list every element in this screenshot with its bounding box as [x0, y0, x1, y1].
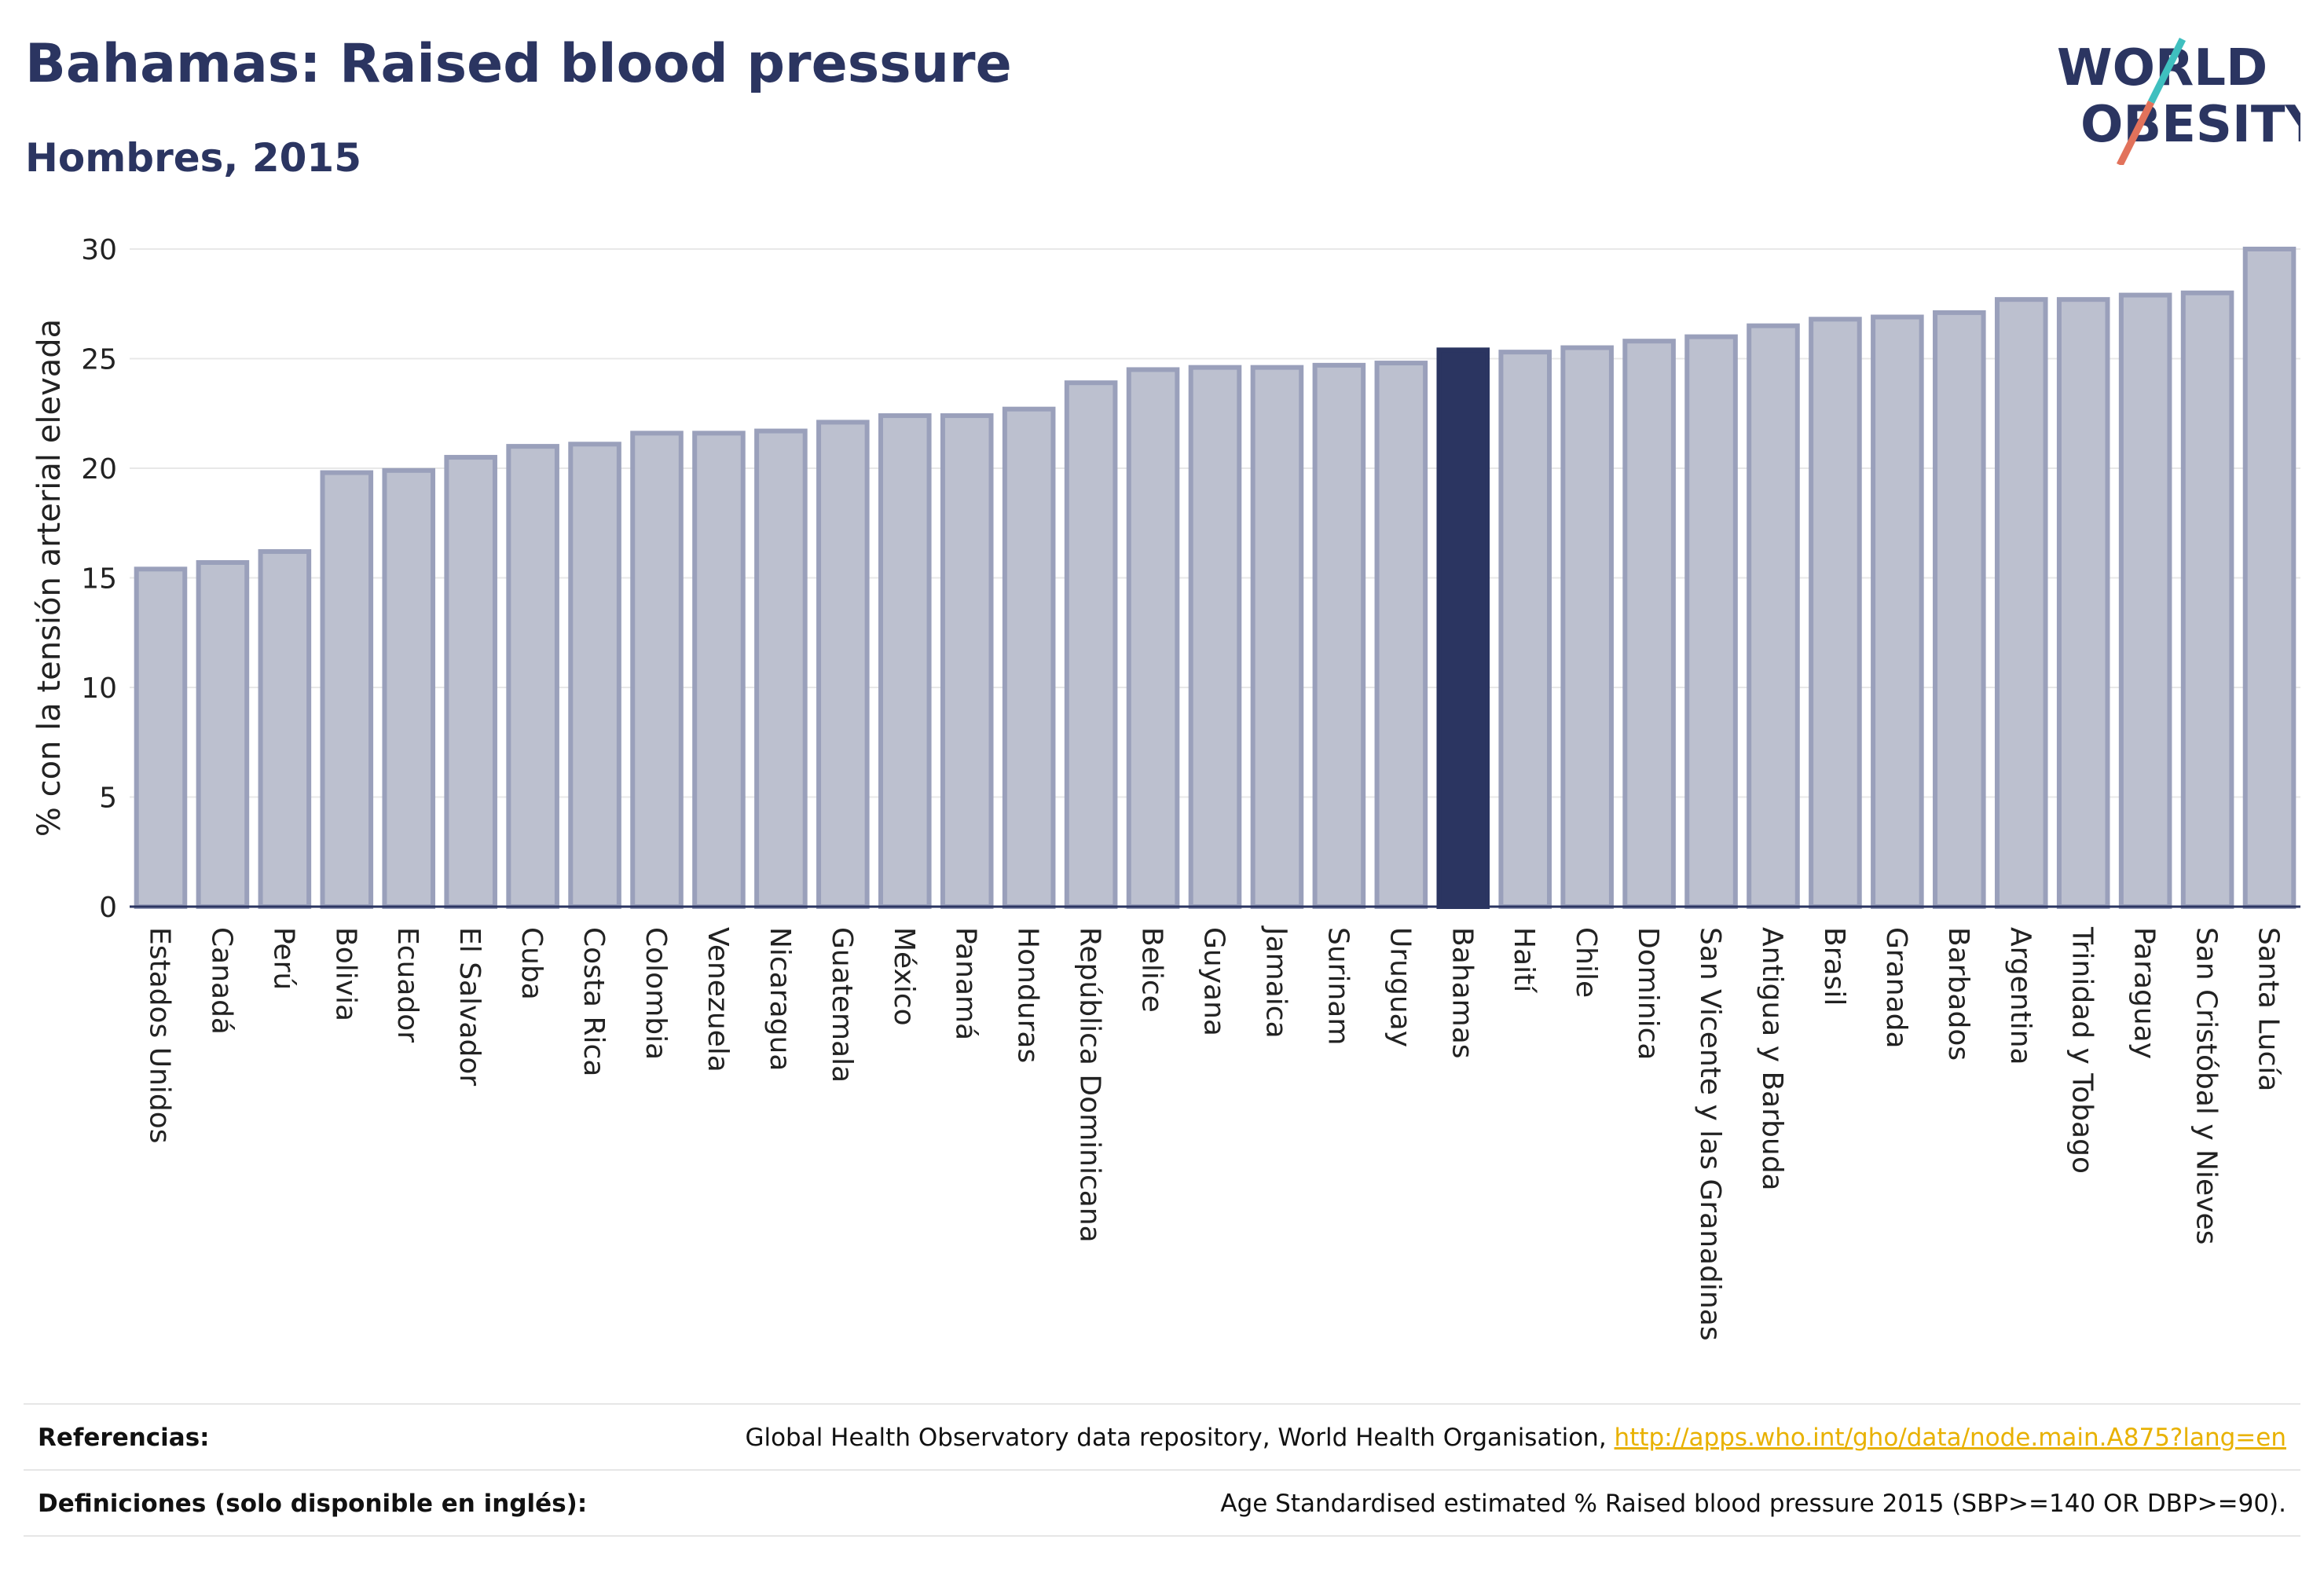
- bar-el-salvador[interactable]: [444, 455, 497, 909]
- y-tick-label: 10: [81, 673, 117, 705]
- logo-line2: OBESITY: [2080, 96, 2300, 154]
- bar-jamaica[interactable]: [1250, 365, 1304, 910]
- y-tick-label: 30: [81, 234, 117, 266]
- chart-title: Bahamas: Raised blood pressure: [25, 33, 1012, 95]
- x-tick-label: Trinidad y Tobago: [2066, 926, 2099, 1174]
- definitions-label: Definiciones (solo disponible en inglés)…: [38, 1490, 588, 1518]
- bar-ecuador[interactable]: [382, 467, 436, 909]
- x-tick-label: Antigua y Barbuda: [1756, 927, 1788, 1191]
- x-tick-label: Cuba: [515, 927, 548, 1000]
- bar-dominica[interactable]: [1622, 339, 1676, 909]
- x-tick-label: Ecuador: [391, 927, 423, 1043]
- x-tick-label: Perú: [267, 927, 299, 990]
- bar-belice[interactable]: [1126, 367, 1180, 909]
- bar-san-vicente-y-las-granadinas[interactable]: [1684, 334, 1738, 910]
- x-tick-label: Guatemala: [826, 927, 858, 1083]
- logo-slash-teal: [2147, 37, 2187, 104]
- x-tick-label: Colombia: [640, 927, 672, 1060]
- x-tick-label: México: [888, 927, 920, 1026]
- x-tick-label: República Dominicana: [1074, 927, 1106, 1243]
- x-tick-label: Nicaragua: [764, 927, 796, 1071]
- y-tick-label: 5: [99, 783, 117, 815]
- y-tick-label: 25: [81, 344, 117, 376]
- bar-chile[interactable]: [1560, 345, 1614, 909]
- x-tick-label: Bolivia: [329, 927, 361, 1021]
- x-tick-label: Canadá: [205, 927, 237, 1035]
- x-tick-label: Santa Lucía: [2253, 927, 2285, 1091]
- bar-surinam[interactable]: [1312, 362, 1366, 909]
- x-tick-label: Paraguay: [2128, 927, 2161, 1059]
- bar-costa-rica[interactable]: [568, 442, 621, 909]
- x-tick-label: Belice: [1136, 927, 1168, 1013]
- x-tick-label: San Cristóbal y Nieves: [2190, 927, 2223, 1244]
- x-axis-ticks: Estados Unidos Canadá Perú Bolivia Ecuador El…: [143, 925, 2284, 1341]
- bar-uruguay[interactable]: [1374, 361, 1428, 909]
- x-tick-label: Venezuela: [702, 927, 734, 1072]
- bar-méxico[interactable]: [878, 413, 932, 909]
- definitions-text: Age Standardised estimated % Raised bloo…: [1220, 1490, 2286, 1518]
- bar-barbados[interactable]: [1933, 310, 1986, 910]
- x-tick-label: Brasil: [1818, 927, 1850, 1006]
- y-tick-label: 0: [99, 892, 117, 924]
- bar-guatemala[interactable]: [816, 420, 870, 909]
- x-tick-label: Bahamas: [1446, 927, 1478, 1059]
- x-tick-label: El Salvador: [453, 927, 486, 1086]
- definitions-row: Definiciones (solo disponible en inglés)…: [24, 1469, 2300, 1537]
- bar-colombia[interactable]: [630, 431, 684, 909]
- bar-estados-unidos[interactable]: [134, 566, 188, 910]
- y-axis-ticks: 0 5 10 15 20 25 30: [81, 234, 117, 924]
- references-text: Global Health Observatory data repositor…: [745, 1424, 1615, 1452]
- x-tick-label: Argentina: [2004, 927, 2036, 1065]
- x-tick-label: Guyana: [1198, 927, 1230, 1036]
- x-tick-label: Costa Rica: [577, 927, 610, 1076]
- references-link[interactable]: http://apps.who.int/gho/data/node.main.A…: [1614, 1424, 2286, 1452]
- logo-slash-coral: [2116, 100, 2155, 165]
- x-tick-label: Estados Unidos: [143, 927, 175, 1144]
- x-tick-label: Haití: [1508, 927, 1540, 993]
- y-tick-label: 20: [81, 453, 117, 486]
- bar-brasil[interactable]: [1809, 317, 1862, 909]
- bar-haití[interactable]: [1498, 350, 1552, 909]
- references-value: Global Health Observatory data repositor…: [745, 1424, 2286, 1452]
- bar-república-dominicana[interactable]: [1064, 380, 1118, 909]
- bar-panamá[interactable]: [940, 413, 994, 909]
- bar-chart: 0 5 10 15 20 25 30 Estados Unidos Canadá Perú Bol…: [31, 234, 2300, 1341]
- y-axis-label: % con la tensión arterial elevada: [31, 319, 68, 837]
- bar-argentina[interactable]: [1994, 297, 2048, 910]
- bar-perú[interactable]: [258, 549, 312, 910]
- bar-canadá[interactable]: [196, 559, 250, 909]
- x-tick-label: Dominica: [1632, 927, 1664, 1061]
- bar-paraguay[interactable]: [2118, 292, 2172, 909]
- bar-cuba[interactable]: [506, 444, 559, 909]
- x-tick-label: San Vicente y las Granadinas: [1694, 927, 1726, 1341]
- x-tick-label: Granada: [1880, 927, 1912, 1049]
- bar-trinidad-y-tobago[interactable]: [2056, 297, 2110, 910]
- bar-honduras[interactable]: [1002, 406, 1056, 909]
- bar-san-cristóbal-y-nieves[interactable]: [2180, 290, 2234, 909]
- x-tick-label: Uruguay: [1384, 927, 1416, 1047]
- references-row: Referencias: Global Health Observatory d…: [24, 1403, 2300, 1469]
- x-tick-label: Chile: [1570, 927, 1602, 998]
- bar-guyana[interactable]: [1188, 365, 1242, 910]
- bars: [134, 247, 2297, 910]
- bar-bolivia[interactable]: [320, 470, 374, 909]
- y-tick-label: 15: [81, 563, 117, 596]
- references-label: Referencias:: [38, 1424, 210, 1452]
- world-obesity-logo: WORLD OBESITY: [2057, 37, 2300, 165]
- x-tick-label: Barbados: [1942, 927, 1974, 1061]
- x-tick-label: Surinam: [1321, 927, 1354, 1045]
- x-tick-label: Honduras: [1012, 927, 1044, 1063]
- bar-venezuela[interactable]: [692, 431, 746, 909]
- chart-subtitle: Hombres, 2015: [25, 135, 361, 181]
- x-tick-label: Panamá: [950, 927, 982, 1040]
- bar-nicaragua[interactable]: [754, 428, 808, 909]
- bar-granada[interactable]: [1871, 314, 1924, 909]
- bar-antigua-y-barbuda[interactable]: [1747, 323, 1800, 909]
- x-tick-label: Jamaica: [1259, 925, 1292, 1039]
- bar-bahamas[interactable]: [1436, 347, 1490, 909]
- bar-santa-lucía[interactable]: [2242, 247, 2297, 909]
